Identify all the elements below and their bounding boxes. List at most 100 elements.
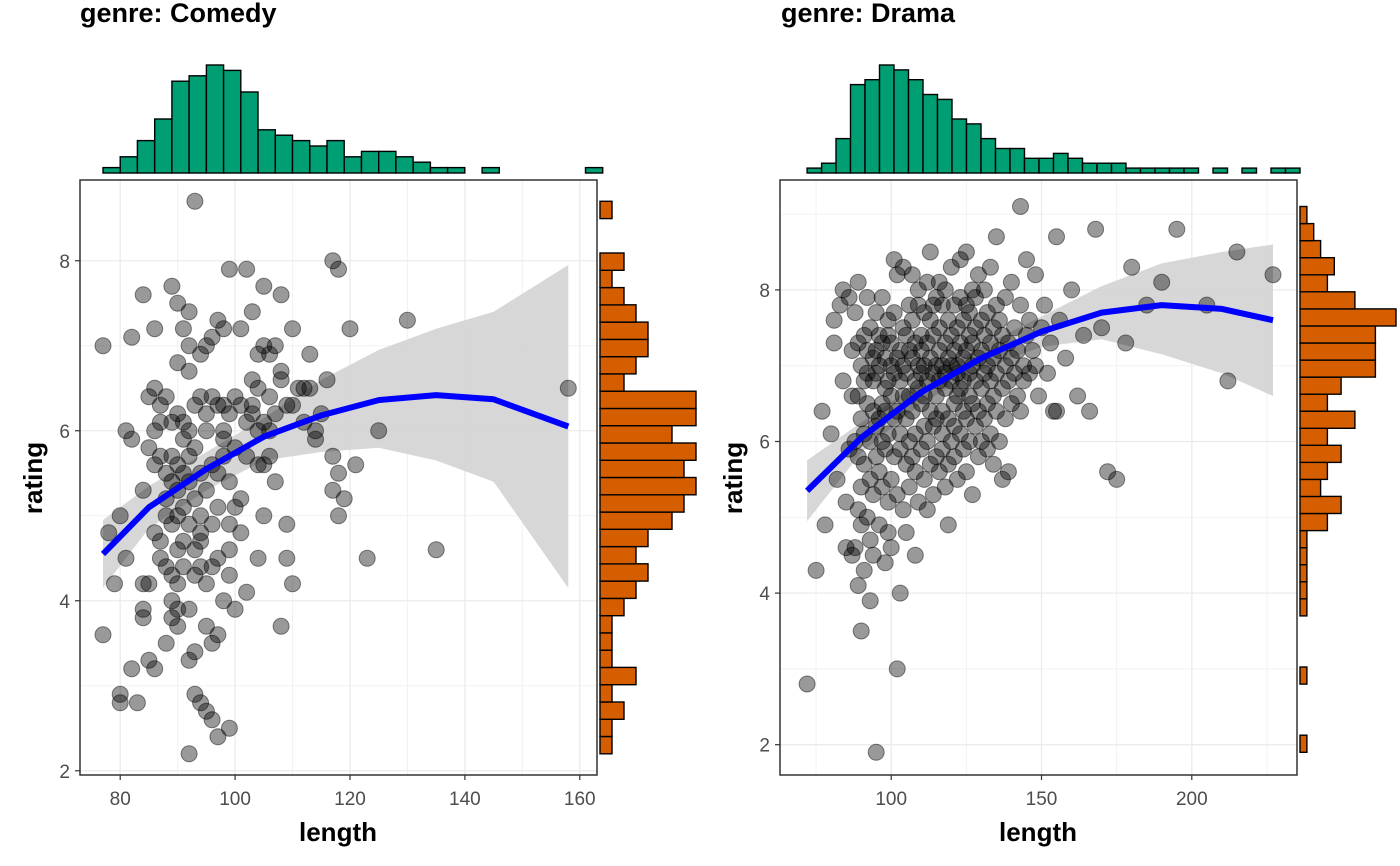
drama-y-tick-label: 6 [759,432,770,453]
comedy-data-point [226,388,244,406]
drama-data-point [999,372,1017,390]
comedy-data-point [232,396,250,414]
drama-data-point [882,334,900,352]
comedy-data-point [209,498,227,516]
drama-data-point [930,342,948,359]
drama-x-histogram-bar [1096,162,1113,174]
drama-data-point [921,402,939,420]
drama-data-point [867,448,885,466]
drama-y-axis-title: rating [718,442,748,514]
drama-data-point [1039,364,1056,382]
comedy-y-histogram-bar [599,563,649,582]
drama-data-point [927,289,945,306]
drama-data-point [891,584,909,602]
drama-data-point [960,387,978,405]
drama-x-tick-label: 150 [1026,789,1058,810]
drama-data-point [867,342,885,359]
comedy-data-point [203,711,221,729]
drama-data-point [906,425,924,443]
comedy-data-point [111,507,129,525]
drama-data-point [867,304,885,322]
drama-x-histogram-bar [907,78,924,174]
comedy-x-histogram-bar [188,75,208,174]
drama-y-histogram-bar [1299,666,1308,685]
comedy-data-point [261,388,279,406]
comedy-y-tick-label: 2 [59,762,70,783]
comedy-data-point [272,371,290,389]
comedy-data-point [215,320,233,338]
drama-data-point [900,478,918,496]
comedy-data-point [192,694,210,712]
drama-panel-border [779,179,1298,776]
comedy-data-point [272,286,290,304]
drama-data-point [1002,395,1020,413]
comedy-data-point [117,422,135,440]
drama-data-point [954,402,972,420]
comedy-data-point [220,566,238,584]
drama-x-histogram-bar [1009,147,1026,174]
drama-x-histogram-bar [1284,167,1301,174]
comedy-data-point [249,379,267,397]
drama-data-point [894,357,912,375]
drama-data-point [897,455,915,473]
drama-data-point [993,326,1011,344]
drama-data-point [957,463,975,481]
comedy-data-point [427,541,445,559]
comedy-data-point [186,490,204,508]
drama-data-point [894,258,912,276]
comedy-data-point [559,379,577,397]
comedy-data-point [249,549,267,567]
comedy-data-point [169,600,187,618]
comedy-x-histogram-bar [584,166,604,174]
drama-data-point [978,440,996,458]
drama-data-point [930,273,948,291]
drama-y-histogram-bar [1299,308,1397,327]
drama-data-point [858,289,876,306]
drama-data-point [990,311,1008,329]
comedy-data-point [272,617,290,635]
drama-x-histogram-bar [1139,167,1156,174]
comedy-data-point [117,549,135,567]
drama-data-point [858,508,876,526]
comedy-data-point [106,575,123,593]
drama-x-histogram-bar [1212,167,1229,174]
comedy-x-histogram-bar [257,129,277,174]
comedy-data-point [111,685,129,703]
drama-x-histogram-bar [1241,167,1258,174]
comedy-data-point [174,430,192,448]
comedy-y-histogram-bar [599,200,613,220]
comedy-data-point [192,524,210,542]
drama-data-point [1081,402,1099,420]
comedy-data-point [140,651,158,669]
drama-data-point [855,561,873,579]
comedy-data-point [94,337,112,355]
drama-data-point [849,334,867,352]
drama-data-point [978,304,996,322]
drama-data-point [867,364,885,382]
drama-data-point [924,486,942,504]
comedy-x-histogram-bar [360,150,380,174]
comedy-data-point [197,575,215,593]
drama-data-point [921,243,939,261]
drama-data-point [933,402,951,420]
drama-data-point [831,296,849,314]
comedy-y-histogram-bar [599,666,637,686]
drama-y-histogram-bar [1299,274,1329,293]
drama-y-tick-label: 2 [759,736,770,757]
comedy-data-point [330,507,347,525]
comedy-x-histogram-bar [136,139,156,174]
drama-data-point [900,342,918,359]
comedy-x-histogram-bar [395,156,414,174]
comedy-data-point [209,728,227,746]
drama-y-histogram-bar [1299,359,1377,378]
drama-y-histogram-bar [1299,393,1329,412]
drama-data-point [921,349,939,367]
comedy-data-point [261,345,279,363]
drama-data-point [909,296,927,314]
drama-data-point [897,524,915,541]
drama-data-point [858,364,876,382]
drama-x-histogram-bar [835,137,852,174]
comedy-data-point [243,396,261,414]
comedy-data-point [180,651,198,669]
drama-x-histogram-bar [1023,157,1040,174]
